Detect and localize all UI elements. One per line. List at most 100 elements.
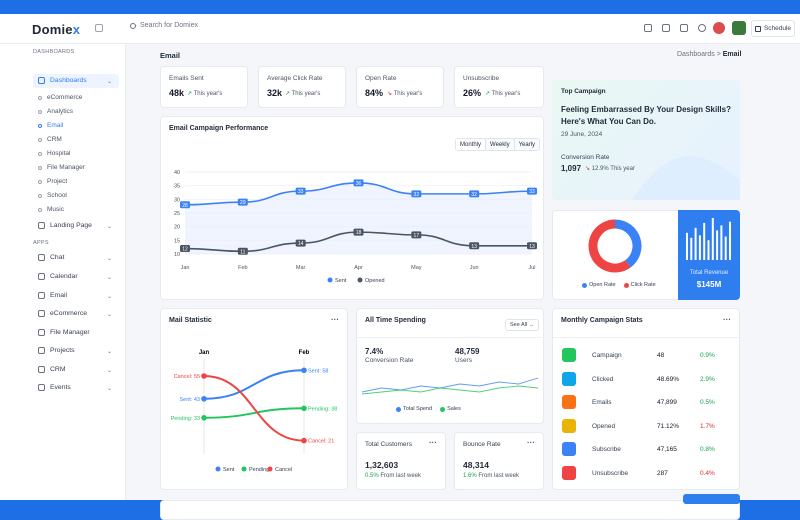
brand-logo[interactable]: Domiex xyxy=(32,22,81,37)
stat-card-open-rate: Open Rate 84% ↘ This year's xyxy=(356,66,444,108)
sidebar-item-ecommerce[interactable]: eCommerce xyxy=(38,310,87,317)
see-all-button[interactable]: See All → xyxy=(505,319,540,331)
sidebar-item-projects[interactable]: Projects xyxy=(38,347,75,354)
landing-icon xyxy=(38,222,45,229)
bottom-action-button[interactable] xyxy=(683,494,740,504)
tab-weekly[interactable]: Weekly xyxy=(486,139,515,150)
data-point xyxy=(353,228,364,236)
sidebar-item-chat[interactable]: Chat xyxy=(38,254,64,261)
data-point xyxy=(180,245,190,253)
data-label: 17 xyxy=(414,233,420,239)
chevron-down-icon[interactable]: ⌄ xyxy=(107,386,113,392)
chevron-down-icon[interactable]: ⌄ xyxy=(107,349,113,355)
sidebar-sub-email[interactable]: Email xyxy=(38,122,63,129)
sidebar-item-file-manager[interactable]: File Manager xyxy=(38,329,90,336)
legend-label: Opened xyxy=(365,278,385,284)
sidebar-item-calendar[interactable]: Calendar xyxy=(38,273,78,280)
calendar-icon xyxy=(754,25,761,32)
grid-icon[interactable] xyxy=(662,24,670,32)
x-tick-label: Apr xyxy=(354,265,363,271)
language-flag[interactable] xyxy=(713,22,725,34)
sent-area xyxy=(185,182,532,254)
breadcrumb-parent[interactable]: Dashboards xyxy=(677,51,715,58)
spending-legend: Total Spend Sales xyxy=(396,406,461,412)
customers-card: Total Customers ··· 1,32,603 0.5% From l… xyxy=(356,432,446,490)
data-label: 14 xyxy=(298,241,304,247)
data-label: 28 xyxy=(182,203,188,209)
sidebar-section-dashboards: DASHBOARDS xyxy=(33,49,75,55)
sidebar-sub-school[interactable]: School xyxy=(38,192,67,199)
legend-label: Cancel xyxy=(275,467,292,473)
chevron-down-icon[interactable]: ⌄ xyxy=(107,79,113,85)
y-tick-label: 25 xyxy=(174,211,180,217)
chevron-down-icon[interactable]: ⌄ xyxy=(107,275,113,281)
notification-icon[interactable] xyxy=(680,24,688,32)
settings-icon[interactable] xyxy=(644,24,652,32)
more-icon[interactable]: ··· xyxy=(429,438,437,447)
spending-card: All Time Spending 7.4% Conversion Rate 4… xyxy=(356,308,545,424)
more-icon[interactable]: ··· xyxy=(527,438,535,447)
cart-icon xyxy=(38,310,45,317)
sidebar-item-email[interactable]: Email xyxy=(38,292,67,299)
sidebar-item-dashboards[interactable]: Dashboards xyxy=(38,77,87,84)
list-item[interactable]: Unsubscribe 287 0.4% xyxy=(562,465,734,482)
list-item[interactable]: Clicked 48.69% 2.9% xyxy=(562,371,734,388)
sidebar-sub-file-manager[interactable]: File Manager xyxy=(38,164,85,171)
period-tabs: Monthly Weekly Yearly xyxy=(455,138,541,151)
data-point xyxy=(237,198,248,206)
sidebar-item-events[interactable]: Events xyxy=(38,384,71,391)
legend-label: Pending xyxy=(249,467,269,473)
list-item[interactable]: Emails 47,899 0.5% xyxy=(562,395,734,411)
sidebar-sub-analytics[interactable]: Analytics xyxy=(38,108,73,115)
chevron-down-icon[interactable]: ⌄ xyxy=(107,224,113,230)
col-feb: Feb xyxy=(299,350,310,356)
search-bar[interactable]: Search for Domiex xyxy=(130,22,198,29)
series-line-pending xyxy=(203,407,305,419)
campaign-icon xyxy=(562,348,576,362)
sidebar-item-landing[interactable]: Landing Page xyxy=(38,222,92,229)
legend-marker xyxy=(241,466,247,472)
trend-down-icon: ↘ xyxy=(585,166,591,172)
data-point xyxy=(527,187,537,195)
mail-icon xyxy=(38,292,45,299)
revenue-bar xyxy=(716,230,719,260)
chevron-down-icon[interactable]: ⌄ xyxy=(107,368,113,374)
chevron-down-icon[interactable]: ⌄ xyxy=(107,256,113,262)
sidebar-sub-ecommerce[interactable]: eCommerce xyxy=(38,94,82,101)
data-point xyxy=(301,367,307,374)
y-tick-label: 10 xyxy=(174,252,180,258)
legend-marker xyxy=(327,277,333,283)
avatar[interactable] xyxy=(732,21,746,35)
data-label: 33 xyxy=(529,189,535,195)
mail-statistic-chart: Jan Feb Sent: 43 Sent: 58 Pending: 33 Pending… xyxy=(171,350,338,473)
campaign-headline[interactable]: Feeling Embarrassed By Your Design Skill… xyxy=(561,105,731,126)
list-item[interactable]: Opened 71.12% 1.7% xyxy=(562,418,734,435)
tab-monthly[interactable]: Monthly xyxy=(456,139,487,150)
list-item[interactable]: Subscribe 47,165 0.8% xyxy=(562,442,734,458)
tab-yearly[interactable]: Yearly xyxy=(518,142,536,148)
stat-card-click-rate: Average Click Rate 32k ↗ This year's xyxy=(258,66,346,108)
theme-toggle-icon[interactable] xyxy=(698,24,706,32)
crm-icon xyxy=(38,366,45,373)
revenue-bar xyxy=(720,225,723,260)
more-icon[interactable]: ··· xyxy=(331,315,339,324)
legend-marker xyxy=(357,277,363,283)
data-point xyxy=(469,242,480,250)
bounce-card: Bounce Rate ··· 48,314 1.6% From last we… xyxy=(454,432,544,490)
sidebar-sub-hospital[interactable]: Hospital xyxy=(38,150,70,157)
more-icon[interactable]: ··· xyxy=(723,315,731,324)
sidebar-item-crm[interactable]: CRM xyxy=(38,366,65,373)
breadcrumb-current: Email xyxy=(722,51,742,58)
list-item[interactable]: Campaign 48 0.9% xyxy=(562,348,734,364)
sidebar-sub-crm[interactable]: CRM xyxy=(38,136,62,143)
sidebar-sub-music[interactable]: Music xyxy=(38,206,64,213)
sidebar-toggle-icon[interactable] xyxy=(95,24,103,32)
search-input[interactable]: Search for Domiex xyxy=(140,22,198,29)
sidebar-sub-project[interactable]: Project xyxy=(38,178,67,185)
chevron-down-icon[interactable]: ⌄ xyxy=(107,294,113,300)
schedule-button[interactable]: Schedule xyxy=(751,20,795,37)
chevron-down-icon[interactable]: ⌄ xyxy=(107,312,113,318)
legend-marker xyxy=(215,466,221,472)
data-point xyxy=(237,247,248,255)
page-title: Email xyxy=(160,51,181,60)
